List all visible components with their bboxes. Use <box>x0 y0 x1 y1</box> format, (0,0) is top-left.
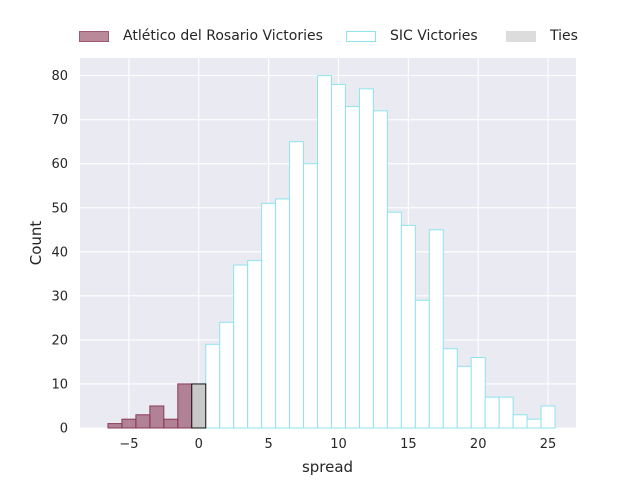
bar-sic <box>303 163 319 429</box>
bar-sic <box>428 229 444 429</box>
x-tick-labels: −5 0 5 10 15 20 25 <box>119 437 556 452</box>
bar-sic <box>247 260 263 429</box>
bar-sic <box>344 105 360 429</box>
legend-item-ties: Ties <box>506 26 578 46</box>
bar-sic <box>400 224 416 429</box>
x-tick-label: 10 <box>330 437 347 452</box>
legend-item-sic: SIC Victories <box>346 26 478 46</box>
x-tick-label: 15 <box>400 437 417 452</box>
legend-label-ties: Ties <box>550 28 578 44</box>
y-tick-label: 10 <box>51 377 68 392</box>
x-tick-label: 25 <box>540 437 557 452</box>
bar-atletico <box>135 414 151 429</box>
x-tick-label: 20 <box>470 437 487 452</box>
bar-sic <box>456 365 472 429</box>
bar-sic <box>414 299 430 429</box>
bar-sic <box>289 141 305 429</box>
bar-sic <box>512 414 528 429</box>
legend-swatch-sic <box>346 30 376 42</box>
bar-sic <box>261 202 277 429</box>
bar-atletico <box>149 405 165 429</box>
bar-sic <box>386 211 402 429</box>
bar-sic <box>358 88 374 429</box>
bar-sic <box>498 396 514 429</box>
legend-swatch-ties <box>506 30 536 42</box>
y-tick-label: 80 <box>51 69 68 84</box>
legend: Atlético del Rosario Victories SIC Victo… <box>0 26 640 46</box>
bar-sic <box>442 348 458 429</box>
y-tick-label: 60 <box>51 157 68 172</box>
legend-label-atletico: Atlético del Rosario Victories <box>123 28 323 44</box>
bar-atletico <box>121 418 137 429</box>
legend-item-atletico: Atlético del Rosario Victories <box>79 26 323 46</box>
bar-sic <box>372 110 388 429</box>
bar-sic <box>233 264 249 429</box>
x-tick-label: 5 <box>264 437 272 452</box>
y-tick-label: 30 <box>51 289 68 304</box>
y-tick-label: 50 <box>51 201 68 216</box>
bar-ties <box>191 383 207 429</box>
legend-label-sic: SIC Victories <box>390 28 478 44</box>
y-tick-label: 40 <box>51 245 68 260</box>
bar-sic <box>219 321 235 429</box>
x-axis-label: spread <box>302 458 353 476</box>
x-tick-label: 0 <box>195 437 203 452</box>
bar-sic <box>317 75 332 429</box>
bar-atletico <box>107 423 123 429</box>
y-tick-label: 0 <box>60 422 68 437</box>
x-tick-label: −5 <box>119 437 138 452</box>
bar-sic <box>470 357 486 429</box>
bars <box>107 75 556 429</box>
y-tick-labels: 0 10 20 30 40 50 60 70 80 <box>51 69 68 436</box>
legend-swatch-atletico <box>79 30 109 42</box>
bar-sic <box>484 396 500 429</box>
bar-sic <box>540 405 556 429</box>
y-axis-label: Count <box>27 221 45 266</box>
bar-sic <box>205 343 221 429</box>
y-tick-label: 20 <box>51 333 68 348</box>
bar-atletico <box>177 383 193 429</box>
y-tick-label: 70 <box>51 113 68 128</box>
bar-sic <box>275 198 291 429</box>
bar-atletico <box>163 418 179 429</box>
bar-sic <box>330 83 346 429</box>
bar-sic <box>526 418 542 429</box>
